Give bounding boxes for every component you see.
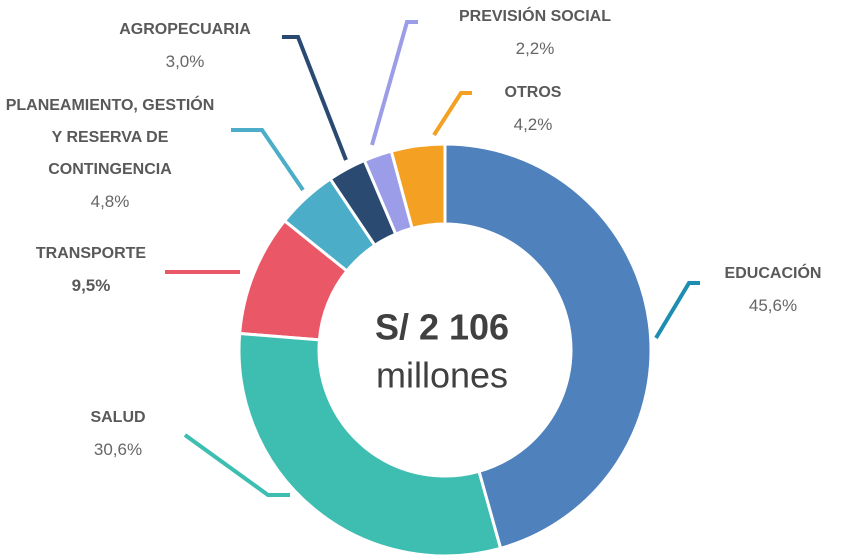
leader-line [183,433,290,497]
slice-label: SALUD 30,6% [13,402,223,466]
category-label: OTROS [504,84,562,101]
slice-label: AGROPECUARIA 3,0% [80,14,290,78]
category-label: SALUD [90,409,146,426]
value-label: 4,8% [90,192,130,211]
center-title: S/ 2 106 [375,307,509,348]
category-label: EDUCACIÓN [724,265,822,282]
value-label: 3,0% [165,52,205,71]
leader-line [432,91,472,137]
value-label: 2,2% [515,39,555,58]
category-label: TRANSPORTE [35,245,147,262]
value-label: 45,6% [748,296,798,315]
value-label: 30,6% [93,440,143,459]
category-label: PREVISIÓN SOCIAL [458,8,612,25]
slice [443,142,653,551]
category-label: PLANEAMIENTO, GESTIÓN Y RESERVA DE CONTI… [5,97,215,178]
slice [282,176,377,274]
slice [238,218,349,342]
leader-line [370,20,418,146]
slice-label: PREVISIÓN SOCIAL 2,2% [430,1,640,65]
leader-line [654,281,700,340]
slice [237,331,503,556]
leader-line [282,35,348,161]
value-label: 9,5% [71,276,111,295]
value-label: 4,2% [513,115,553,134]
leader-line [231,128,305,192]
slice [328,158,398,248]
center-subtitle: millones [376,355,508,396]
slice-label: TRANSPORTE 9,5% [0,238,196,302]
slice-label: PLANEAMIENTO, GESTIÓN Y RESERVA DE CONTI… [5,90,215,218]
slice-label: EDUCACIÓN 45,6% [668,258,852,322]
slice-label: OTROS 4,2% [428,77,638,141]
category-label: AGROPECUARIA [119,21,251,38]
